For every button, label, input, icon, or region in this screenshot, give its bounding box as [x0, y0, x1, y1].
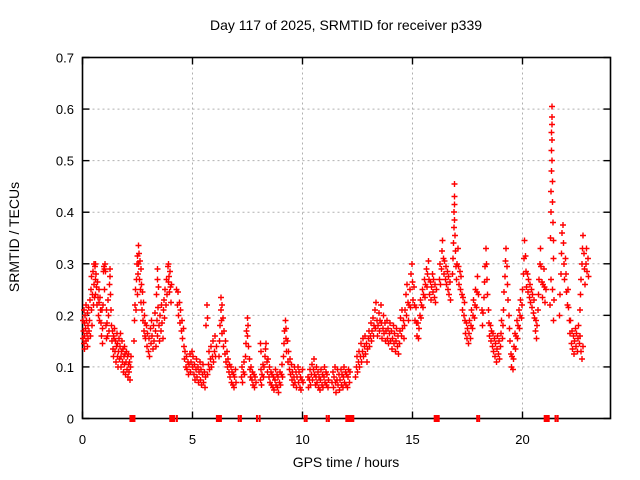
x-tick-label: 5	[189, 432, 196, 447]
gap-marker	[345, 415, 355, 422]
y-axis-label: SRMTID / TECUs	[6, 182, 22, 292]
plot-border	[81, 56, 612, 420]
gap-marker	[239, 415, 242, 422]
gap-marker	[476, 415, 479, 422]
gap-marker	[554, 415, 557, 422]
plot-frame	[81, 56, 612, 420]
gap-marker	[215, 415, 222, 422]
x-tick-label: 0	[79, 432, 86, 447]
gap-marker	[255, 415, 258, 422]
tick-labels: 0 5 10 15 20 0 0.1 0.2 0.3 0.4 0.5 0.6 0.7	[56, 51, 530, 448]
y-tick-label: 0.2	[56, 308, 74, 323]
srmtid-plus-markers	[80, 103, 592, 396]
gap-marker	[258, 415, 261, 422]
y-tick-label: 0.1	[56, 360, 74, 375]
x-axis-label: GPS time / hours	[293, 454, 400, 470]
gap-marker	[478, 415, 481, 422]
gap-marker	[175, 415, 178, 422]
x-tick-label: 20	[515, 432, 529, 447]
y-tick-label: 0.6	[56, 102, 74, 117]
y-tick-label: 0.3	[56, 257, 74, 272]
chart-title: Day 117 of 2025, SRMTID for receiver p33…	[210, 17, 482, 33]
y-tick-label: 0.5	[56, 154, 74, 169]
gap-marker	[543, 415, 550, 422]
gap-marker	[327, 415, 330, 422]
grid-lines	[82, 57, 611, 419]
gap-marker	[169, 415, 176, 422]
gap-marker	[305, 415, 308, 422]
gap-marker	[325, 415, 328, 422]
y-tick-label: 0.7	[56, 51, 74, 66]
y-tick-label: 0.4	[56, 205, 74, 220]
gap-marker	[129, 415, 136, 422]
x-tick-label: 15	[405, 432, 419, 447]
gap-markers	[129, 415, 559, 422]
gap-marker	[556, 415, 559, 422]
gap-marker	[237, 415, 240, 422]
data-points	[80, 103, 592, 396]
y-tick-label: 0	[67, 412, 74, 427]
gap-marker	[433, 415, 440, 422]
x-tick-label: 10	[295, 432, 309, 447]
gap-marker	[303, 415, 306, 422]
